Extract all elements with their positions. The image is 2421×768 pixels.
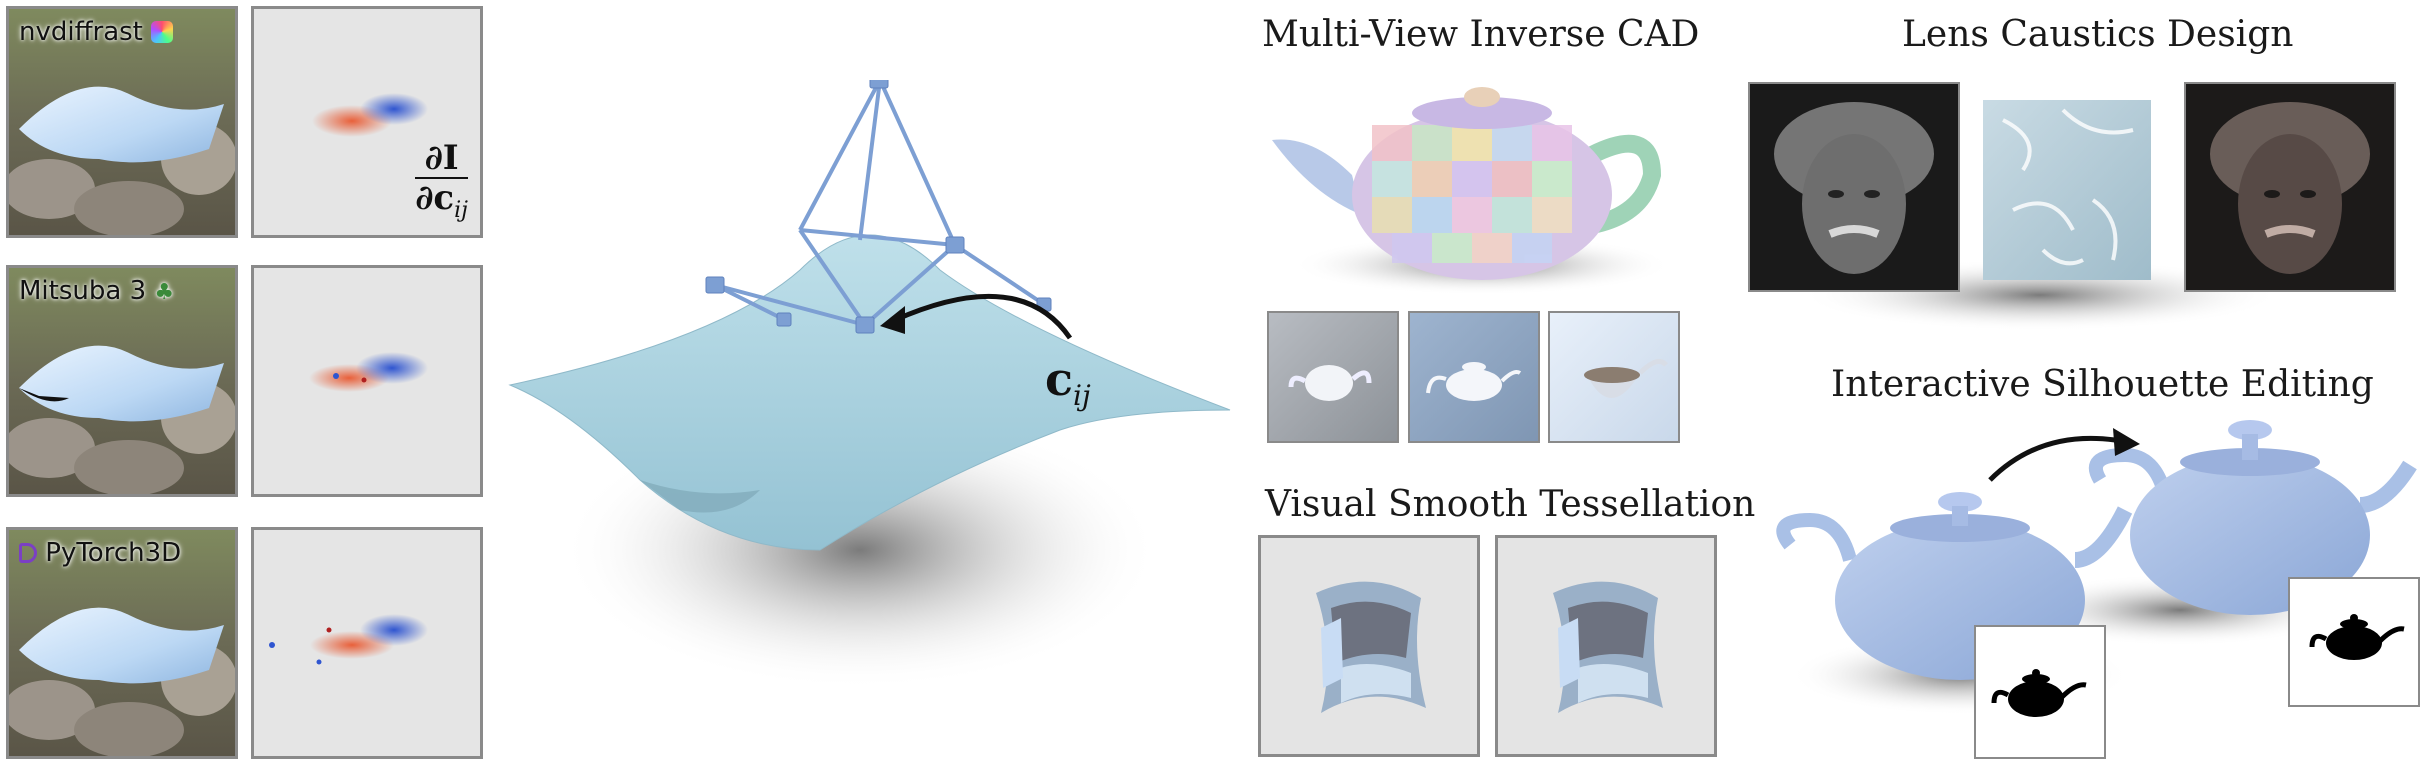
pytorch3d-logo-icon	[19, 543, 37, 563]
silhouette-title: Interactive Silhouette Editing	[1831, 364, 2374, 405]
patchwork-teapot-image	[1272, 87, 1672, 295]
renderer-label: PyTorch3D	[19, 538, 181, 568]
teapot-after	[2088, 420, 2417, 615]
control-point-subscript: ij	[1073, 379, 1091, 413]
renderer-label: nvdiffrast	[19, 17, 174, 47]
bezier-surface	[508, 234, 1231, 551]
multiview-thumb-2	[1408, 311, 1540, 443]
tessellation-panel-2	[1495, 535, 1717, 757]
gradient-map-image	[312, 93, 428, 137]
gradient-subscript: ij	[454, 197, 468, 223]
caustics-title: Lens Caustics Design	[1902, 14, 2294, 55]
black-teapot-silhouette	[1991, 669, 2087, 717]
lens-surface-image	[1983, 100, 2151, 280]
gradient-panel-nvdiffrast: ∂I ∂cij	[251, 6, 483, 238]
caustic-result-image	[2184, 82, 2396, 292]
gradient-denominator: ∂c	[415, 178, 455, 218]
teapot-view-image	[1550, 313, 1678, 441]
control-point[interactable]	[945, 236, 965, 254]
teapot-view-image	[1269, 313, 1397, 441]
control-point[interactable]	[869, 80, 889, 89]
rainbow-gem-icon	[151, 21, 174, 43]
tessellation-panel-1	[1258, 535, 1480, 757]
control-point-label: cij	[1045, 352, 1091, 413]
terrain-scene-image	[9, 9, 235, 235]
multiview-title: Multi-View Inverse CAD	[1262, 14, 1700, 55]
renderer-scene-nvdiffrast: nvdiffrast	[6, 6, 238, 238]
black-teapot-silhouette	[2309, 614, 2405, 660]
control-point-cij[interactable]	[855, 316, 875, 334]
gradient-panel-mitsuba	[251, 265, 483, 497]
gradient-formula: ∂I ∂cij	[415, 139, 468, 230]
silhouette-thumb-before	[1974, 625, 2106, 759]
gradient-map-image	[269, 614, 428, 665]
multiview-thumb-3	[1548, 311, 1680, 443]
bicubic-patch-figure	[508, 80, 1231, 690]
control-cage	[714, 80, 1047, 327]
gradient-map-image	[309, 352, 428, 392]
clover-icon: ♣	[154, 280, 175, 305]
control-point[interactable]	[705, 276, 725, 294]
terrain-scene-image	[9, 530, 235, 756]
tessellated-patch-image	[1316, 581, 1426, 713]
renderer-label: Mitsuba 3 ♣	[19, 276, 175, 306]
target-portrait-image	[1748, 82, 1960, 292]
gradient-panel-pytorch3d	[251, 527, 483, 759]
multiview-thumb-1	[1267, 311, 1399, 443]
control-point[interactable]	[776, 312, 792, 327]
tessellation-title: Visual Smooth Tessellation	[1265, 484, 1756, 525]
renderer-scene-pytorch3d: PyTorch3D	[6, 527, 238, 759]
curved-arrow	[893, 293, 1073, 340]
silhouette-thumb-after	[2288, 577, 2420, 707]
edit-arrow	[1988, 435, 2116, 482]
teapot-view-image	[1410, 313, 1538, 441]
tessellated-patch-image	[1553, 581, 1663, 713]
renderer-scene-mitsuba: Mitsuba 3 ♣	[6, 265, 238, 497]
gradient-numerator: ∂I	[424, 138, 459, 178]
terrain-scene-image	[9, 268, 235, 494]
silhouette-edit-figure	[1776, 420, 2417, 715]
